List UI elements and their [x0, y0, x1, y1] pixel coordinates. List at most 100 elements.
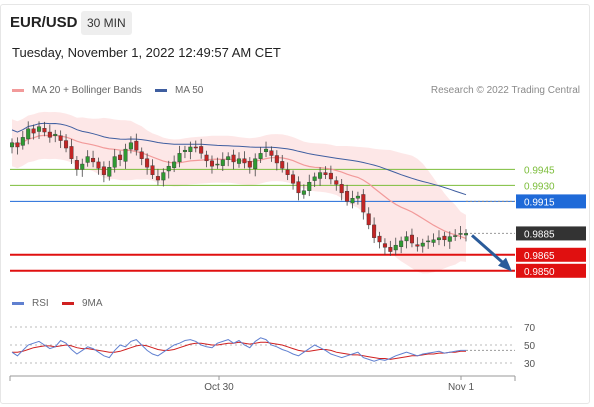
- level-0.9850: 0.9850: [10, 263, 586, 278]
- candle-body: [182, 149, 187, 152]
- candle-body: [53, 133, 58, 136]
- candle-body: [161, 172, 166, 181]
- candle-body: [296, 181, 301, 194]
- x-tick-label: Nov 1: [448, 382, 475, 393]
- candles: [9, 121, 469, 256]
- candle-body: [323, 172, 328, 175]
- ma50-line: [11, 122, 467, 196]
- level-0.9945: 0.9945: [10, 165, 555, 176]
- candle-body: [166, 165, 171, 172]
- level-label-0.9930: 0.9930: [524, 181, 555, 192]
- rsi-ma-swatch: [62, 302, 74, 305]
- candle-body: [42, 128, 47, 133]
- candle-body: [231, 154, 236, 163]
- candle-body: [388, 247, 393, 252]
- symbol-title: EUR/USD: [10, 14, 78, 31]
- candle-body: [226, 156, 231, 160]
- candle-body: [112, 156, 117, 168]
- chart-frame: [0, 4, 590, 404]
- candle-body: [269, 150, 274, 156]
- bollinger-band: [12, 111, 466, 274]
- candle-body: [258, 153, 263, 159]
- candle-body: [264, 148, 269, 152]
- candle-body: [188, 146, 193, 152]
- candle-body: [334, 180, 339, 185]
- candle-body: [31, 128, 36, 134]
- level-label-0.9850: 0.9850: [524, 267, 555, 278]
- candle-body: [47, 131, 52, 138]
- candle-body: [69, 146, 74, 159]
- candle-body: [382, 243, 387, 248]
- candle-body: [361, 194, 366, 213]
- candle-body: [426, 240, 431, 243]
- candle-body: [318, 172, 323, 179]
- candle-body: [220, 159, 225, 166]
- legend-rsi-label: RSI: [32, 298, 49, 309]
- candle-body: [91, 157, 96, 163]
- level-tag-bg-0.9915: [516, 194, 586, 209]
- candle-body: [128, 142, 133, 150]
- candle-body: [458, 233, 463, 235]
- candle-body: [37, 126, 42, 132]
- candle-body: [193, 146, 198, 149]
- ma50-swatch: [155, 89, 167, 92]
- candle-body: [464, 233, 469, 236]
- candle-body: [442, 235, 447, 241]
- level-0.9865: 0.9865: [10, 247, 586, 262]
- candle-body: [74, 160, 79, 170]
- candle-body: [431, 239, 436, 243]
- candle-body: [118, 154, 123, 160]
- candle-body: [107, 167, 112, 177]
- rsi-swatch: [12, 302, 24, 305]
- candle-body: [291, 174, 296, 184]
- candle-body: [85, 156, 90, 163]
- candle-body: [150, 165, 155, 175]
- timestamp: Tuesday, November 1, 2022 12:49:57 AM CE…: [12, 45, 281, 60]
- legend-ma20: MA 20 + Bollinger Bands: [12, 85, 142, 96]
- legend-ma20-label: MA 20 + Bollinger Bands: [32, 85, 142, 96]
- ma20-swatch: [12, 89, 24, 92]
- legend-9ma: 9MA: [62, 298, 103, 309]
- candle-body: [9, 142, 14, 148]
- candle-body: [204, 154, 209, 162]
- candle-body: [372, 224, 377, 238]
- candle-body: [199, 146, 204, 154]
- candle-body: [393, 244, 398, 251]
- candle-body: [20, 137, 25, 146]
- candle-body: [96, 161, 101, 169]
- candle-body: [345, 191, 350, 202]
- candle-body: [409, 234, 414, 244]
- level-label-0.9945: 0.9945: [524, 165, 555, 176]
- rsi-tick-30: 30: [524, 359, 536, 370]
- candle-body: [399, 240, 404, 247]
- candle-body: [26, 128, 31, 140]
- candle-body: [350, 198, 355, 204]
- level-tag-bg-0.9865: [516, 247, 586, 262]
- candle-body: [447, 236, 452, 242]
- timeframe-button[interactable]: 30 MIN: [81, 11, 132, 35]
- candle-body: [242, 158, 247, 164]
- candle-body: [177, 153, 182, 163]
- candle-body: [80, 163, 85, 170]
- candle-body: [155, 176, 160, 181]
- candle-body: [420, 242, 425, 247]
- candle-body: [301, 190, 306, 195]
- candle-body: [377, 235, 382, 243]
- forecast-arrow-shaft: [471, 234, 505, 265]
- candle-body: [285, 169, 290, 175]
- level-label-0.9865: 0.9865: [524, 251, 555, 262]
- candle-body: [15, 142, 20, 148]
- candle-body: [355, 195, 360, 199]
- candle-body: [328, 172, 333, 180]
- level-tag-bg-0.9885: [516, 226, 586, 241]
- candle-body: [415, 244, 420, 247]
- candle-body: [145, 158, 150, 168]
- candle-body: [134, 140, 139, 151]
- candle-body: [247, 161, 252, 168]
- candle-body: [274, 155, 279, 164]
- rsi-line: [11, 337, 466, 362]
- legend-ma50: MA 50: [155, 85, 203, 96]
- level-0.9915: 0.9915: [10, 194, 586, 209]
- candle-body: [404, 236, 409, 242]
